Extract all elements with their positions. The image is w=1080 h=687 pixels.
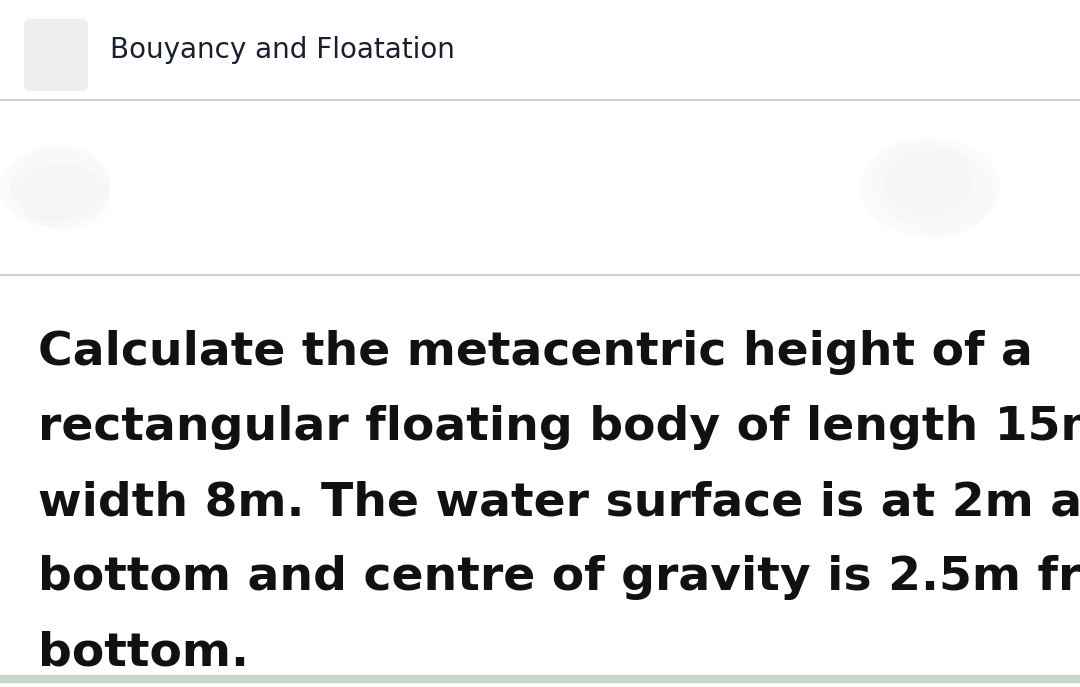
Text: rectangular floating body of length 15m, and: rectangular floating body of length 15m,… (38, 405, 1080, 450)
Ellipse shape (885, 150, 995, 235)
Ellipse shape (10, 145, 110, 220)
FancyBboxPatch shape (24, 19, 87, 91)
Text: width 8m. The water surface is at 2m above: width 8m. The water surface is at 2m abo… (38, 480, 1080, 525)
Text: bottom and centre of gravity is 2.5m from: bottom and centre of gravity is 2.5m fro… (38, 555, 1080, 600)
Text: bottom.: bottom. (38, 630, 249, 675)
Ellipse shape (10, 163, 90, 223)
Text: Bouyancy and Floatation: Bouyancy and Floatation (110, 36, 455, 64)
Ellipse shape (870, 142, 970, 223)
Ellipse shape (21, 165, 110, 230)
Ellipse shape (860, 137, 1000, 238)
Text: Calculate the metacentric height of a: Calculate the metacentric height of a (38, 330, 1032, 375)
Ellipse shape (885, 142, 975, 212)
Bar (0, 275, 1080, 687)
Bar (0, 0, 1080, 100)
Ellipse shape (0, 148, 110, 227)
Bar (0, 100, 1080, 275)
